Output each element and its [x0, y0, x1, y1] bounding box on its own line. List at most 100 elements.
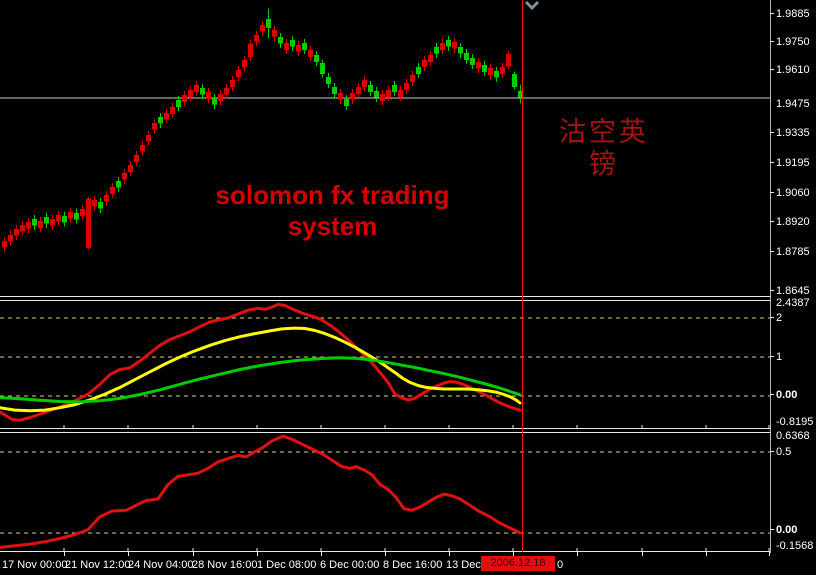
candle-body: [236, 70, 241, 77]
price-tick-label: 1.9610: [776, 64, 810, 76]
candle-body: [356, 87, 361, 94]
indicator-line-green: [0, 356, 522, 404]
axis-tick-mark: [770, 317, 774, 318]
time-tick-mark: [449, 552, 450, 556]
indicator-panel-1[interactable]: [0, 301, 770, 428]
time-tick-mark: [642, 552, 643, 556]
candle-body: [56, 214, 61, 222]
covered-price-label: 1.9475: [776, 98, 810, 110]
candle-body: [128, 164, 133, 172]
crosshair-vertical-line: [522, 0, 523, 552]
candle-body: [182, 94, 187, 102]
candle-body: [512, 74, 517, 87]
candle-body: [434, 46, 439, 54]
price-tick-label: 1.9750: [776, 36, 810, 48]
candle-body: [326, 77, 331, 84]
candle-body: [32, 218, 37, 226]
candle-body: [482, 65, 487, 72]
candle-body: [440, 43, 445, 50]
candle-body: [254, 34, 259, 42]
time-tick-label: 21 Nov 12:00: [65, 559, 131, 571]
time-tick-mark: [513, 552, 514, 556]
candle-body: [44, 216, 49, 224]
indicator-panel-2[interactable]: [0, 433, 770, 551]
panel-separator: [0, 551, 770, 552]
candle-body: [458, 46, 463, 54]
candle-body: [380, 94, 385, 101]
candle-body: [224, 87, 229, 95]
candle-body: [62, 215, 67, 223]
price-tick-label: 1.8785: [776, 246, 810, 258]
indicator-tick-label: 0.00: [776, 389, 798, 401]
candle-body: [74, 212, 79, 220]
time-tick-label: 8 Dec 16:00: [383, 559, 443, 571]
panel-separator: [0, 432, 770, 433]
candle-body: [320, 62, 325, 75]
price-tick-label: 1.9335: [776, 127, 810, 139]
time-tick-label: 24 Nov 04:00: [128, 559, 194, 571]
time-tick-label: 13 Dec 0: [446, 559, 491, 571]
price-tick-label: 1.9195: [776, 157, 810, 169]
axis-tick-mark: [770, 451, 774, 452]
candle-body: [446, 39, 451, 47]
watermark-text-line1: solomon fx trading: [215, 180, 450, 210]
candle-body: [242, 60, 247, 67]
time-tick-mark: [577, 552, 578, 556]
time-tick-label: 1 Dec 08:00: [257, 559, 317, 571]
candle-body: [86, 198, 91, 249]
main-price-panel[interactable]: [0, 0, 770, 296]
candle-body: [80, 208, 85, 216]
candle-body: [140, 144, 145, 152]
axis-tick-mark: [770, 132, 774, 133]
time-tick-label: 17 Nov 00:00: [2, 559, 68, 571]
panel-separator: [0, 428, 770, 429]
candle-body: [164, 112, 169, 120]
axis-tick-mark: [770, 529, 774, 530]
candle-body: [350, 92, 355, 100]
candle-body: [422, 60, 427, 67]
candle-body: [416, 67, 421, 74]
time-tick-mark: [321, 552, 322, 556]
time-tick-mark: [385, 552, 386, 556]
candle-body: [200, 87, 205, 95]
panel-separator: [0, 296, 770, 297]
candle-body: [272, 29, 277, 37]
candle-body: [452, 41, 457, 49]
candle-body: [392, 84, 397, 92]
candle-body: [308, 50, 313, 57]
candle-body: [26, 221, 31, 229]
chinese-annotation-line2: 镑: [589, 149, 619, 180]
candle-body: [362, 80, 367, 87]
price-axis[interactable]: 1.9490 1.9475 1.98851.97501.96101.93351.…: [770, 0, 816, 553]
time-tick-label: 6 Dec 00:00: [320, 559, 380, 571]
candle-body: [410, 75, 415, 82]
candle-body: [122, 172, 127, 180]
candle-body: [110, 186, 115, 194]
watermark-text-line2: system: [287, 211, 378, 241]
candle-body: [464, 53, 469, 60]
time-tick-mark: [193, 552, 194, 556]
indicator-tick-label: 2.4387: [776, 297, 810, 309]
candle-body: [158, 116, 163, 124]
candle-body: [488, 67, 493, 75]
indicator-line-red: [0, 434, 522, 549]
candle-body: [176, 99, 181, 107]
indicator-line-red: [0, 302, 522, 422]
candle-body: [398, 89, 403, 97]
candle-body: [500, 67, 505, 74]
axis-tick-mark: [770, 192, 774, 193]
candle-body: [470, 58, 475, 65]
candle-body: [266, 18, 271, 28]
candle-body: [98, 201, 103, 209]
candle-body: [212, 97, 217, 105]
candle-body: [20, 224, 25, 232]
candle-body: [278, 36, 283, 44]
price-tick-label: 1.8920: [776, 216, 810, 228]
indicator-tick-label: 0.5: [776, 446, 792, 458]
candle-body: [38, 220, 43, 228]
axis-tick-mark: [770, 251, 774, 252]
axis-tick-mark: [770, 13, 774, 14]
candle-body: [374, 90, 379, 98]
